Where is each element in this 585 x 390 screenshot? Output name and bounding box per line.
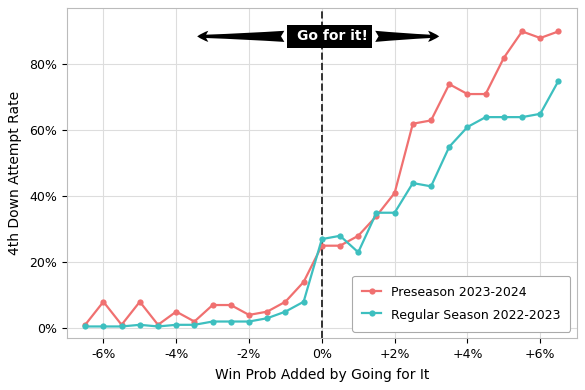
Preseason 2023-2024 (173, 309, 180, 314)
Preseason 2023-2024 (428, 118, 435, 123)
Preseason 2023-2024 (555, 29, 562, 34)
Regular Season 2022-2023 (118, 324, 125, 329)
Regular Season 2022-2023 (264, 316, 271, 321)
Regular Season 2022-2023 (318, 237, 325, 241)
Regular Season 2022-2023 (518, 115, 525, 119)
Preseason 2023-2024 (154, 323, 161, 327)
Preseason 2023-2024 (282, 300, 289, 304)
X-axis label: Win Prob Added by Going for It: Win Prob Added by Going for It (215, 368, 429, 382)
Text: Go for it!: Go for it! (297, 29, 439, 43)
Preseason 2023-2024 (464, 92, 471, 96)
Preseason 2023-2024 (82, 323, 89, 327)
Preseason 2023-2024 (246, 312, 253, 317)
Regular Season 2022-2023 (336, 234, 343, 238)
Preseason 2023-2024 (209, 303, 216, 307)
Regular Season 2022-2023 (373, 210, 380, 215)
Preseason 2023-2024 (100, 300, 107, 304)
Preseason 2023-2024 (300, 280, 307, 284)
Regular Season 2022-2023 (500, 115, 507, 119)
Regular Season 2022-2023 (446, 144, 453, 149)
Preseason 2023-2024 (318, 243, 325, 248)
Regular Season 2022-2023 (300, 300, 307, 304)
Regular Season 2022-2023 (282, 309, 289, 314)
Preseason 2023-2024 (373, 214, 380, 218)
Regular Season 2022-2023 (391, 210, 398, 215)
Regular Season 2022-2023 (555, 78, 562, 83)
Preseason 2023-2024 (228, 303, 235, 307)
Preseason 2023-2024 (391, 191, 398, 195)
Regular Season 2022-2023 (100, 324, 107, 329)
Preseason 2023-2024 (518, 29, 525, 34)
Regular Season 2022-2023 (464, 125, 471, 129)
Preseason 2023-2024 (500, 55, 507, 60)
Preseason 2023-2024 (355, 234, 362, 238)
Regular Season 2022-2023 (136, 323, 143, 327)
Legend: Preseason 2023-2024, Regular Season 2022-2023: Preseason 2023-2024, Regular Season 2022… (352, 276, 570, 332)
Regular Season 2022-2023 (209, 319, 216, 324)
Text: Kick!: Kick! (197, 29, 331, 43)
Y-axis label: 4th Down Attempt Rate: 4th Down Attempt Rate (8, 91, 22, 255)
Preseason 2023-2024 (336, 243, 343, 248)
Regular Season 2022-2023 (173, 323, 180, 327)
Preseason 2023-2024 (537, 35, 544, 40)
Regular Season 2022-2023 (428, 184, 435, 189)
Line: Regular Season 2022-2023: Regular Season 2022-2023 (82, 78, 562, 330)
Regular Season 2022-2023 (246, 319, 253, 324)
Preseason 2023-2024 (191, 319, 198, 324)
Preseason 2023-2024 (446, 82, 453, 87)
Preseason 2023-2024 (482, 92, 489, 96)
Regular Season 2022-2023 (537, 112, 544, 116)
Preseason 2023-2024 (410, 121, 417, 126)
Regular Season 2022-2023 (482, 115, 489, 119)
Preseason 2023-2024 (136, 300, 143, 304)
Regular Season 2022-2023 (191, 323, 198, 327)
Preseason 2023-2024 (118, 323, 125, 327)
Regular Season 2022-2023 (410, 181, 417, 185)
Line: Preseason 2023-2024: Preseason 2023-2024 (82, 28, 562, 328)
Regular Season 2022-2023 (154, 324, 161, 329)
Regular Season 2022-2023 (82, 324, 89, 329)
Regular Season 2022-2023 (355, 250, 362, 255)
Preseason 2023-2024 (264, 309, 271, 314)
Regular Season 2022-2023 (228, 319, 235, 324)
